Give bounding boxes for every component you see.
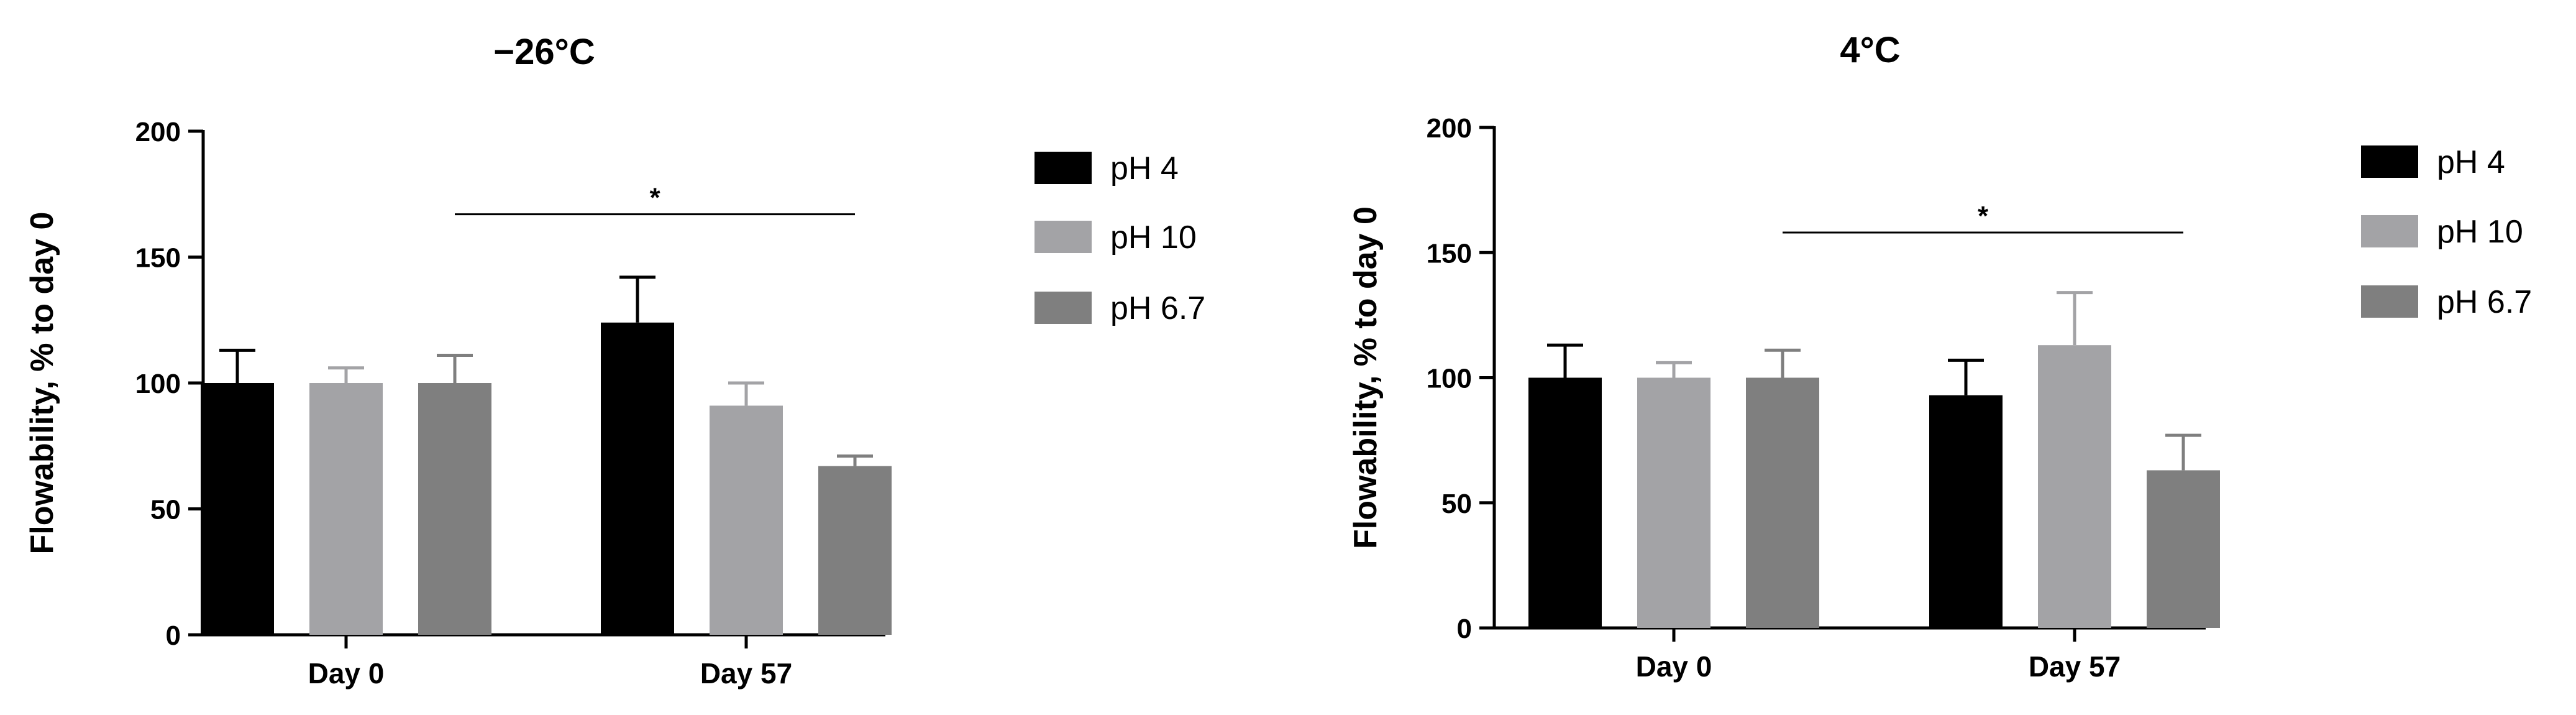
legend-swatch [1035,221,1092,253]
bar [2038,345,2111,628]
y-tick-label: 50 [150,495,181,525]
legend-label: pH 6.7 [2437,284,2532,320]
legend-swatch [2361,145,2418,178]
legend-swatch [1035,152,1092,184]
legend-label: pH 4 [2437,144,2505,180]
y-tick-label: 0 [1457,614,1472,644]
bar [1637,377,1710,628]
y-axis-title: Flowability, % to day 0 [1348,206,1384,549]
bar [710,405,783,635]
y-tick-label: 50 [1441,489,1472,519]
y-tick-label: 100 [1427,364,1472,394]
bar [2147,470,2220,628]
significance-marker: * [1978,201,1989,231]
y-tick-label: 100 [135,369,181,399]
legend-swatch [2361,285,2418,318]
y-tick-label: 150 [135,243,181,274]
bar [201,383,274,635]
legend-label: pH 10 [2437,214,2523,250]
significance-marker: * [649,183,660,213]
y-tick-label: 150 [1427,238,1472,269]
legend-swatch [2361,215,2418,247]
bar [309,383,383,635]
x-tick-label: Day 57 [700,657,792,690]
y-tick-label: 0 [166,620,181,651]
bar [601,322,674,635]
bar [418,383,491,635]
bar [1746,377,1819,628]
legend-label: pH 4 [1110,150,1179,187]
x-tick-label: Day 0 [1636,650,1712,683]
chart-title: 4°C [1840,30,1900,70]
bar [818,466,892,635]
chart-panel: −26°C Flowability, % to day 0 0 50 100 150 200… [24,32,1205,690]
bar [1528,377,1602,628]
legend-label: pH 10 [1110,219,1197,256]
y-tick-label: 200 [135,117,181,147]
y-axis-title: Flowability, % to day 0 [24,212,60,555]
bar [1929,395,2003,628]
legend-label: pH 6.7 [1110,290,1205,326]
y-tick-label: 200 [1427,113,1472,144]
chart-title: −26°C [493,32,595,72]
x-tick-label: Day 57 [2029,650,2121,683]
chart-panel: 4°C Flowability, % to day 0 0 50 100 150 200 Da… [1348,30,2532,683]
x-tick-label: Day 0 [308,657,385,690]
legend-swatch [1035,292,1092,324]
